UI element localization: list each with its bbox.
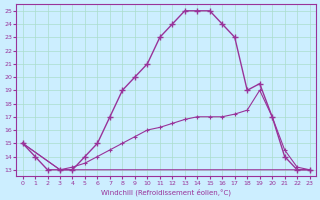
X-axis label: Windchill (Refroidissement éolien,°C): Windchill (Refroidissement éolien,°C) (101, 188, 231, 196)
